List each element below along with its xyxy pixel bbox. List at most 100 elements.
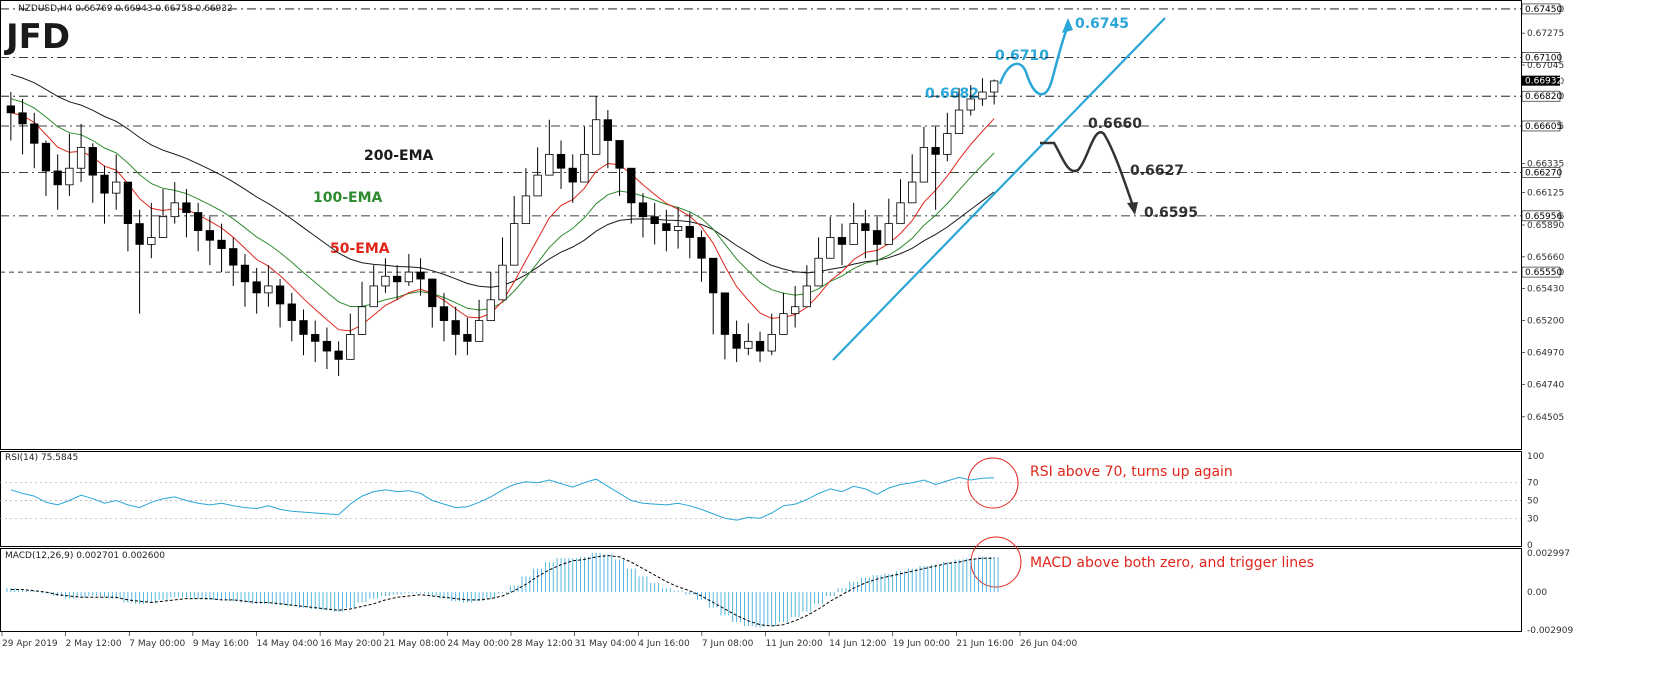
bullish-projection-path	[998, 25, 1070, 96]
candle-body	[990, 80, 999, 93]
macd-axis-label: 0.002997	[1527, 549, 1570, 559]
price-tick-label: 0.65200	[1527, 317, 1564, 327]
candle-body	[147, 237, 156, 245]
candle-body	[416, 271, 425, 280]
candle-body	[521, 195, 531, 225]
rsi-highlight-circle	[967, 457, 1019, 509]
macd-panel-frame	[0, 548, 1522, 632]
levels-layer	[0, 8, 1522, 273]
candle-body	[943, 133, 952, 155]
price-axis: 0.674500.672750.670450.669300.668200.666…	[1521, 3, 1564, 423]
price-tick-label: 0.64740	[1527, 380, 1564, 390]
level-value-label: 0.65550	[1525, 268, 1562, 278]
rsi-layer: 100 70 50 30 0	[0, 452, 1544, 551]
price-tick-label: 0.66335	[1527, 159, 1564, 169]
candle-body	[287, 303, 296, 321]
rsi-axis-label: 100	[1527, 452, 1544, 462]
candle-body	[404, 271, 413, 283]
rsi-axis-label: 70	[1527, 479, 1539, 489]
current-price-label: 0.66932	[1525, 77, 1562, 87]
candle-body	[123, 181, 133, 225]
level-value-label: 0.66270	[1525, 168, 1562, 178]
date-tick-label: 31 May 04:00	[575, 639, 637, 649]
date-tick-label: 21 May 08:00	[384, 639, 446, 649]
date-tick-label: 11 Jun 20:00	[766, 639, 823, 649]
candle-body	[498, 264, 507, 301]
candle-body	[872, 230, 882, 245]
candle-body	[849, 223, 858, 245]
macd-layer: 0.002997 0.00 -0.002909	[6, 549, 1573, 636]
candle-body	[451, 320, 460, 335]
macd-note: MACD above both zero, and trigger lines	[1030, 555, 1314, 571]
candle-body	[603, 119, 612, 141]
level-0-6660-label: 0.6660	[1088, 116, 1142, 132]
candle-body	[673, 225, 683, 231]
candle-body	[954, 109, 964, 134]
projection-layer	[832, 17, 1166, 361]
candle-body	[720, 292, 730, 335]
candle-body	[53, 170, 62, 186]
candle-body	[908, 181, 917, 204]
candle-body	[568, 167, 577, 183]
rsi-axis-label: 50	[1527, 497, 1539, 507]
level-0-6682-label: 0.6682	[925, 86, 979, 102]
candle-body	[791, 306, 800, 315]
candle-body	[486, 299, 495, 321]
level-value-label: 0.66820	[1525, 92, 1562, 102]
level-value-box	[1521, 167, 1561, 178]
level-value-label: 0.66605	[1525, 122, 1562, 132]
candle-body	[931, 147, 940, 155]
candle-body	[627, 167, 636, 204]
candle-body	[533, 174, 542, 197]
date-tick-label: 14 Jun 12:00	[829, 639, 886, 649]
uptrend-line	[832, 17, 1166, 361]
date-tick-label: 4 Jun 16:00	[638, 639, 690, 649]
candle-body	[182, 202, 191, 213]
candle-body	[779, 313, 788, 335]
price-tick-label: 0.65890	[1527, 221, 1564, 231]
candle-body	[709, 257, 718, 294]
candle-body	[299, 320, 308, 335]
candle-body	[393, 275, 402, 283]
date-tick-label: 28 May 12:00	[511, 639, 573, 649]
candle-body	[194, 212, 203, 231]
candle-body	[978, 91, 987, 100]
level-value-box	[1521, 90, 1561, 102]
macd-axis-label: -0.002909	[1527, 626, 1573, 636]
current-price-box	[1522, 75, 1560, 86]
price-tick-label: 0.65430	[1527, 285, 1564, 295]
candle-body	[428, 278, 437, 308]
price-tick-label: 0.67045	[1527, 61, 1564, 71]
candle-body	[334, 350, 343, 360]
candle-body	[18, 112, 27, 125]
candles-layer	[6, 78, 999, 376]
candle-body	[240, 264, 250, 283]
candle-body	[545, 153, 554, 176]
candle-body	[158, 216, 168, 238]
price-tick-label: 0.64505	[1527, 413, 1564, 423]
ema-100-label: 100-EMA	[313, 190, 383, 206]
candle-body	[638, 202, 648, 218]
candle-body	[112, 181, 121, 194]
candle-body	[826, 237, 835, 259]
candle-body	[814, 257, 823, 287]
candle-body	[685, 225, 694, 238]
macd-signal-line	[10, 555, 995, 627]
candle-body	[615, 140, 624, 169]
date-tick-label: 7 Jun 08:00	[702, 639, 754, 649]
rsi-axis-label: 30	[1527, 514, 1539, 524]
candle-body	[369, 285, 378, 308]
candle-body	[662, 223, 671, 231]
candle-body	[229, 248, 238, 266]
rsi-panel-frame	[0, 451, 1522, 547]
level-value-label: 0.65956	[1525, 212, 1562, 222]
candle-body	[311, 334, 320, 342]
candle-body	[41, 142, 51, 172]
candle-body	[697, 237, 706, 259]
candle-body	[592, 119, 601, 155]
candle-body	[837, 237, 847, 245]
ema-50-label: 50-EMA	[330, 241, 390, 257]
candle-body	[65, 167, 74, 186]
